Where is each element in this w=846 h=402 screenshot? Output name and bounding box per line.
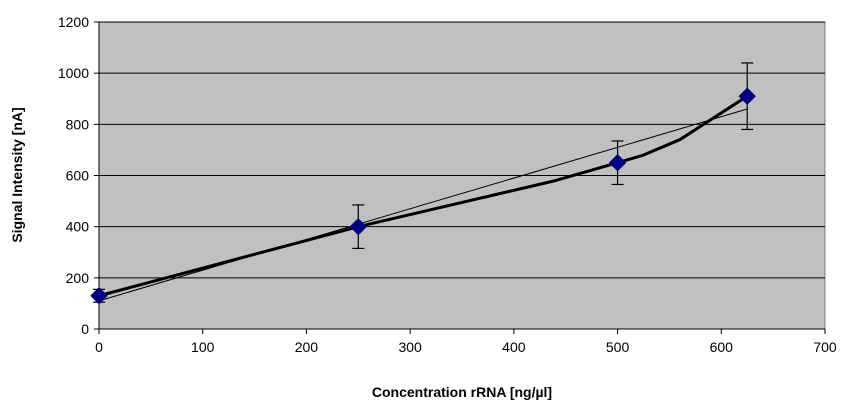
linear-trendline: [98, 108, 748, 302]
y-axis-ticks: 0 200 400 600 800 1000 1200: [58, 14, 99, 337]
gridlines: [99, 21, 825, 279]
x-tick-label-100: 100: [191, 339, 215, 355]
x-tick-label-600: 600: [710, 339, 734, 355]
x-tick-label-700: 700: [813, 339, 837, 355]
y-tick-label-1000: 1000: [58, 65, 89, 81]
x-tick-label-400: 400: [502, 339, 526, 355]
y-tick-label-0: 0: [81, 321, 89, 337]
y-tick-label-600: 600: [66, 168, 90, 184]
data-point-0: [90, 287, 108, 305]
x-axis-title: Concentration rRNA [ng/µl]: [372, 384, 552, 400]
data-point-1: [349, 217, 367, 236]
y-tick-label-200: 200: [66, 270, 90, 286]
x-tick-label-200: 200: [295, 339, 319, 355]
x-tick-label-0: 0: [95, 339, 103, 355]
y-tick-label-1200: 1200: [58, 14, 89, 30]
x-tick-label-300: 300: [398, 339, 422, 355]
trendline-layer: [98, 108, 748, 302]
data-point-3: [738, 87, 756, 105]
y-tick-label-400: 400: [66, 219, 90, 235]
x-axis-ticks: 0 100 200 300 400 500 600 700: [95, 329, 837, 355]
x-tick-label-500: 500: [606, 339, 630, 355]
data-points: [90, 87, 756, 305]
data-point-2: [608, 154, 627, 172]
y-tick-label-800: 800: [66, 116, 90, 132]
y-axis-title: Signal Intensity [nA]: [9, 107, 25, 242]
